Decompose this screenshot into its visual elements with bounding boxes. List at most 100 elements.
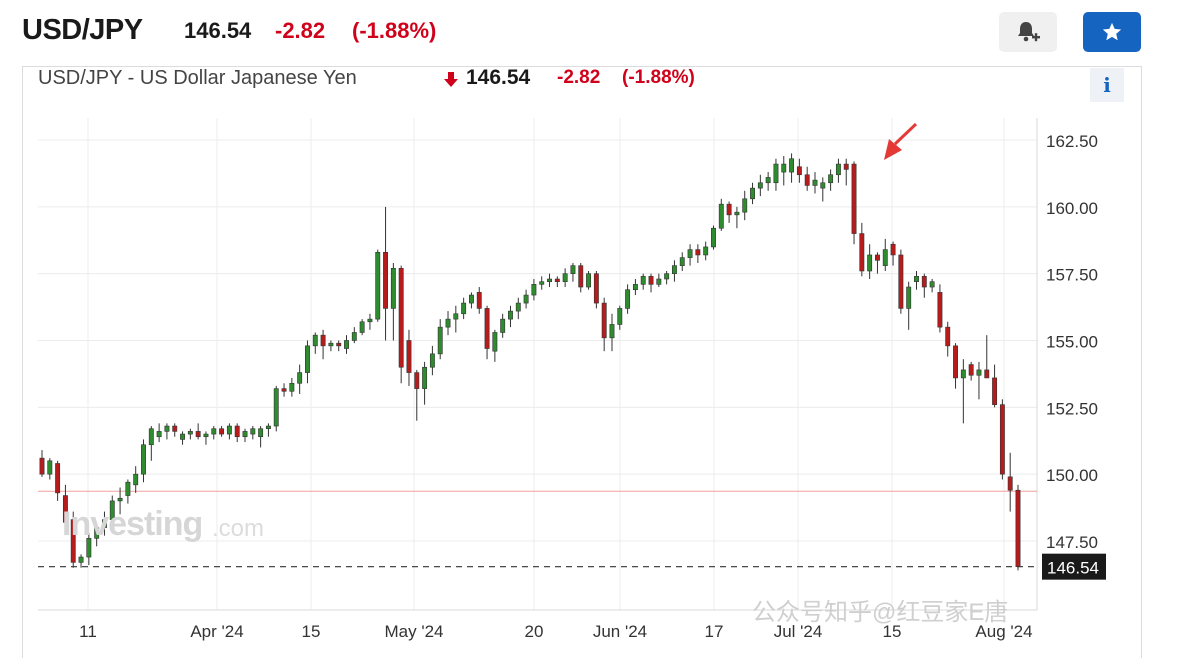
candle-body bbox=[94, 527, 100, 539]
instrument-symbol: USD/JPY bbox=[22, 14, 143, 46]
candle-body bbox=[492, 332, 498, 352]
candle-body bbox=[406, 340, 412, 373]
candle-body bbox=[976, 369, 982, 376]
last-price-tag bbox=[1042, 553, 1106, 580]
chart-price-change: -2.82 bbox=[557, 67, 601, 88]
candle-body bbox=[351, 332, 357, 341]
candle-body bbox=[843, 163, 849, 170]
candle-body bbox=[531, 284, 537, 296]
y-tick-label: 155.00 bbox=[1046, 333, 1098, 352]
candle-body bbox=[992, 377, 998, 405]
candle-body bbox=[359, 321, 365, 333]
create-alert-button[interactable] bbox=[999, 12, 1057, 52]
candle-body bbox=[687, 249, 693, 258]
candle-body bbox=[578, 265, 584, 288]
star-icon bbox=[1102, 22, 1122, 41]
candle-body bbox=[789, 158, 795, 173]
candle-body bbox=[773, 163, 779, 184]
candle-body bbox=[851, 163, 857, 234]
candle-body bbox=[648, 276, 654, 285]
candle-body bbox=[640, 276, 646, 285]
candle-body bbox=[625, 289, 631, 309]
candle-body bbox=[828, 174, 834, 184]
candle-body bbox=[109, 500, 115, 520]
candle-body bbox=[921, 276, 927, 288]
candle-body bbox=[422, 366, 428, 389]
annotation-arrow-shaft bbox=[893, 122, 918, 146]
y-tick-label: 157.50 bbox=[1046, 266, 1098, 285]
candle-body bbox=[484, 308, 490, 349]
candle-body bbox=[617, 308, 623, 325]
candle-body bbox=[757, 182, 763, 189]
social-watermark: 公众号知乎@红豆家E唐 bbox=[752, 599, 1009, 626]
candle-body bbox=[133, 473, 139, 486]
candle-body bbox=[148, 428, 154, 446]
candle-body bbox=[609, 324, 615, 339]
x-tick-label: 11 bbox=[79, 622, 97, 641]
candle-body bbox=[820, 182, 826, 189]
candle-body bbox=[281, 388, 287, 392]
x-tick-label: 15 bbox=[302, 622, 321, 641]
candle-body bbox=[547, 278, 552, 282]
candle-body bbox=[508, 310, 513, 320]
candle-body bbox=[226, 425, 232, 435]
candle-body bbox=[344, 340, 349, 349]
candle-body bbox=[273, 388, 279, 427]
candle-body bbox=[250, 428, 256, 435]
candle-body bbox=[242, 431, 248, 438]
x-tick-label: 20 bbox=[525, 622, 544, 641]
down-arrow-icon bbox=[444, 72, 458, 87]
candle-body bbox=[937, 292, 943, 328]
candle-body bbox=[718, 203, 724, 229]
candle-body bbox=[554, 278, 560, 282]
y-tick-label: 152.50 bbox=[1046, 399, 1098, 418]
candle-body bbox=[172, 425, 178, 432]
candle-body bbox=[953, 345, 958, 379]
candle-body bbox=[945, 326, 951, 347]
candle-body bbox=[78, 556, 84, 563]
candle-body bbox=[47, 460, 53, 475]
candle-body bbox=[211, 428, 217, 435]
candle-body bbox=[1015, 489, 1021, 567]
candle-body bbox=[867, 254, 873, 272]
candle-body bbox=[289, 382, 295, 392]
candle-body bbox=[500, 318, 506, 333]
bell-plus-icon bbox=[1018, 22, 1040, 42]
candle-body bbox=[336, 342, 342, 347]
candle-body bbox=[859, 233, 865, 272]
candle-body bbox=[1007, 476, 1013, 491]
candle-body bbox=[812, 179, 818, 186]
candle-body bbox=[258, 428, 264, 438]
candle-body bbox=[390, 268, 396, 309]
candle-body bbox=[750, 187, 755, 200]
y-tick-label: 147.50 bbox=[1046, 533, 1098, 552]
brand-watermark-suffix: .com bbox=[212, 515, 265, 542]
candle-body bbox=[914, 276, 919, 282]
candle-body bbox=[656, 278, 662, 285]
candle-body bbox=[664, 273, 670, 280]
y-tick-label: 160.00 bbox=[1046, 199, 1098, 218]
candle-body bbox=[102, 519, 107, 528]
candle-body bbox=[55, 463, 61, 494]
candle-body bbox=[999, 404, 1005, 475]
y-tick-label: 162.50 bbox=[1046, 132, 1098, 151]
info-button[interactable]: i bbox=[1090, 68, 1124, 102]
candle-body bbox=[726, 203, 732, 216]
candle-body bbox=[461, 302, 467, 315]
candle-body bbox=[375, 251, 381, 320]
candle-body bbox=[929, 281, 935, 288]
chart-last-price: 146.54 bbox=[466, 66, 531, 89]
candle-body bbox=[305, 345, 310, 373]
candle-body bbox=[734, 211, 740, 216]
x-tick-label: Aug '24 bbox=[975, 622, 1032, 641]
candle-body bbox=[328, 342, 334, 347]
candle-body bbox=[437, 326, 443, 355]
add-to-watchlist-button[interactable] bbox=[1083, 12, 1141, 52]
quote-header: USD/JPY 146.54 -2.82 (-1.88%) bbox=[0, 0, 1180, 66]
candle-body bbox=[141, 444, 146, 475]
candle-body bbox=[601, 302, 607, 339]
candle-body bbox=[875, 254, 880, 261]
candle-body bbox=[515, 302, 521, 312]
annotation-arrow-head bbox=[884, 139, 902, 160]
